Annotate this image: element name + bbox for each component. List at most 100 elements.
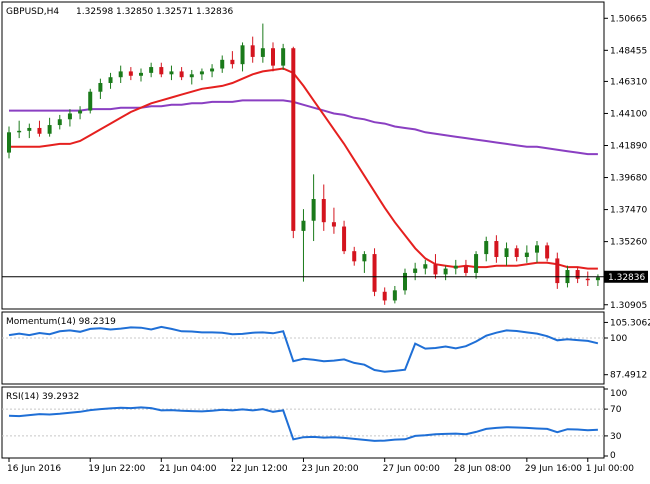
candle <box>362 251 367 273</box>
candle-body <box>504 248 509 257</box>
candle <box>108 72 113 89</box>
candle-body <box>372 254 377 292</box>
momentum-line <box>8 325 599 373</box>
candle-body <box>484 241 489 255</box>
candle-body <box>311 198 316 221</box>
x-tick-label: 22 Jun 12:00 <box>230 464 287 474</box>
candle-body <box>78 110 83 114</box>
candle-body <box>524 252 529 257</box>
candle <box>474 251 479 279</box>
candle <box>260 23 265 63</box>
candle-body <box>260 48 265 57</box>
moving-average-slow <box>9 99 598 156</box>
x-tick-label: 23 Jun 20:00 <box>301 464 358 474</box>
rsi-path <box>8 406 598 442</box>
candle <box>7 126 11 159</box>
current-price-label: 1.32836 <box>608 273 645 283</box>
x-tick-label: 29 Jun 16:00 <box>525 464 582 474</box>
candle-body <box>321 198 326 223</box>
price-y-tick-label: 1.50665 <box>610 14 647 24</box>
price-y-axis: 1.50665 1.48455 1.46310 1.44100 1.41890 1.396… <box>604 14 647 311</box>
candle <box>372 248 377 297</box>
candle-body <box>271 48 275 66</box>
candle-body <box>331 222 336 227</box>
price-y-tick-label: 1.37470 <box>610 206 647 216</box>
candle-body <box>443 268 448 275</box>
momentum-pane: 105.3062 100 87.4912 Momentum(14) 98.2319 <box>1 311 650 385</box>
price-y-tick-label: 1.44100 <box>610 109 647 119</box>
rsi-pane: 100 70 30 0 RSI(14) 39.2932 <box>1 386 627 461</box>
candlesticks <box>7 23 600 305</box>
candle-body <box>423 264 428 269</box>
candle <box>189 69 194 85</box>
candle <box>535 241 539 263</box>
candle-body <box>240 45 245 65</box>
price-close: 1.32836 <box>196 7 233 17</box>
candle <box>514 245 519 262</box>
candle <box>433 254 438 279</box>
candle-body <box>67 113 72 120</box>
candle-body <box>575 270 580 279</box>
candle-body <box>342 226 347 252</box>
candle <box>128 67 133 81</box>
price-y-tick-label: 1.30905 <box>610 301 647 311</box>
candle <box>271 42 275 72</box>
candle-body <box>57 119 62 126</box>
x-axis: 16 Jun 2016 19 Jun 22:00 21 Jun 04:00 22 Ju… <box>7 458 634 474</box>
candle <box>27 123 32 139</box>
x-tick-label: 1 Jul 00:00 <box>586 464 635 474</box>
candle-body <box>474 254 479 273</box>
candle-body <box>47 125 52 134</box>
price-y-tick-label: 1.48455 <box>610 46 647 56</box>
current-price-label-box <box>604 270 648 283</box>
ma-fast-path <box>9 67 598 270</box>
momentum-y-tick-label: 87.4912 <box>610 371 647 381</box>
candle-body <box>433 264 438 275</box>
candle <box>118 65 123 84</box>
price-y-tick-label: 1.35260 <box>610 238 647 248</box>
candle-body <box>585 278 590 281</box>
candle-body <box>545 245 550 259</box>
candle-body <box>88 91 93 111</box>
candle <box>555 252 560 289</box>
candle-body <box>352 251 357 262</box>
candle-body <box>555 258 560 284</box>
rsi-line <box>8 406 598 442</box>
price-pane: 1.50665 1.48455 1.46310 1.44100 1.41890 1.396… <box>1 1 648 311</box>
candle-body <box>98 83 103 92</box>
candle-body <box>413 268 418 273</box>
candle <box>575 267 580 284</box>
candle <box>139 68 143 82</box>
candle <box>453 259 458 275</box>
candle-body <box>149 67 154 73</box>
candle <box>37 120 42 137</box>
candle-body <box>494 241 499 257</box>
candle <box>342 220 347 255</box>
candle <box>78 106 83 120</box>
candle-body <box>159 67 164 75</box>
candle <box>585 271 590 286</box>
candle <box>392 285 397 304</box>
x-tick-label: 28 Jun 08:00 <box>454 464 511 474</box>
candle <box>403 268 407 295</box>
candle <box>199 68 204 81</box>
x-tick-label: 21 Jun 04:00 <box>159 464 216 474</box>
candle-body <box>514 248 519 257</box>
x-tick-label: 16 Jun 2016 <box>7 464 61 474</box>
rsi-y-tick-label: 100 <box>610 389 627 399</box>
candle <box>545 242 550 262</box>
candle-body <box>453 265 458 269</box>
candle-body <box>230 59 235 65</box>
candle <box>423 259 428 275</box>
candle <box>179 67 184 81</box>
candle-body <box>179 71 184 78</box>
candle <box>230 51 235 69</box>
candle <box>321 184 326 231</box>
candle-body <box>535 245 539 253</box>
candle <box>352 246 357 266</box>
price-title: GBPUSD,H4 <box>6 7 59 17</box>
candle <box>17 120 22 139</box>
candle <box>240 42 245 72</box>
